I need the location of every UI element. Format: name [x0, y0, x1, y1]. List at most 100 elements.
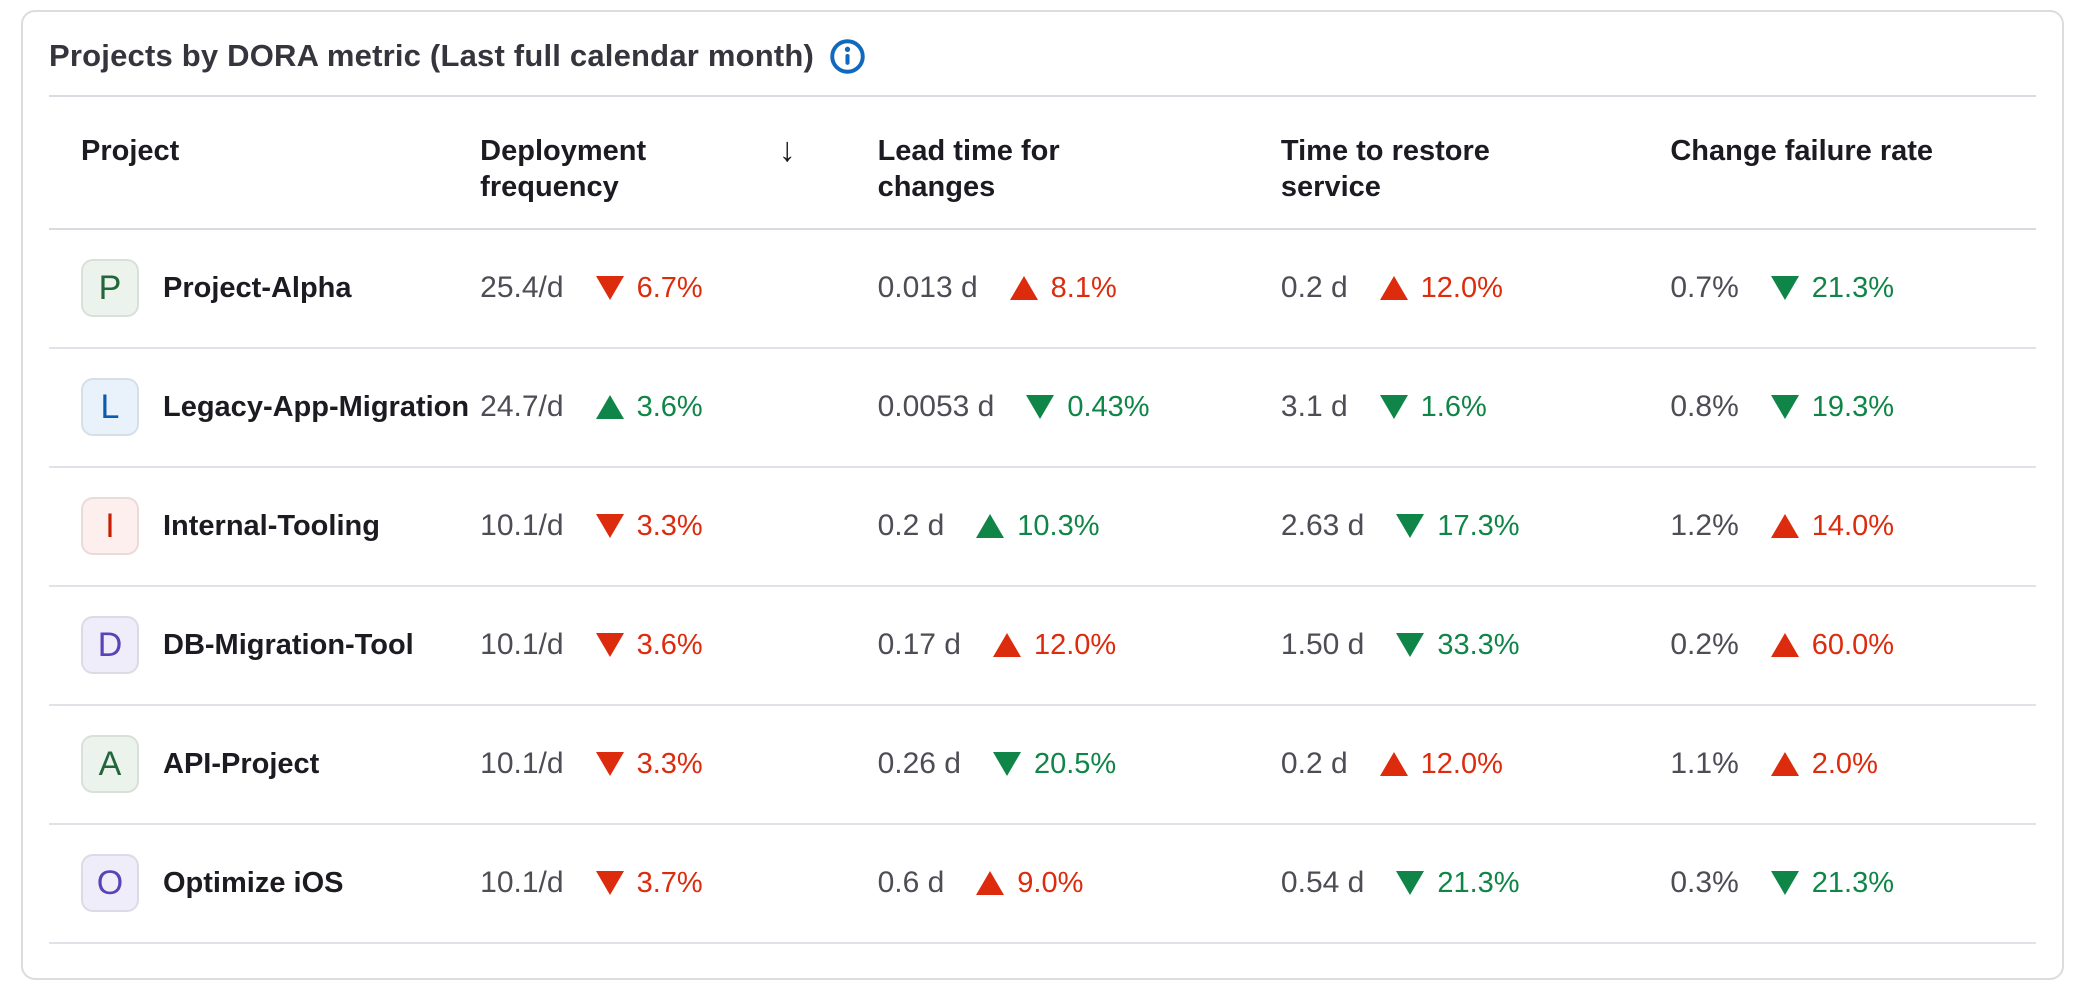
trend-triangle-icon	[976, 871, 1005, 895]
table-row: O Optimize iOS 10.1/d 3.7% 0.6 d	[49, 823, 2036, 944]
project-cell: A API-Project	[81, 735, 464, 793]
trend-indicator: 21.3%	[1396, 866, 1520, 900]
metric-value: 1.2%	[1670, 509, 1739, 542]
trend-triangle-icon	[595, 514, 624, 538]
trend-triangle-icon	[1396, 514, 1425, 538]
change-failure-rate-cell: 0.3% 21.3%	[1670, 866, 2020, 900]
dora-metrics-card: Projects by DORA metric (Last full calen…	[21, 10, 2064, 980]
metric-value: 24.7/d	[480, 390, 564, 423]
column-header-lead-time[interactable]: Lead time for changes	[877, 95, 1281, 230]
trend-delta: 3.3%	[636, 747, 703, 780]
table-row: I Internal-Tooling 10.1/d 3.3% 0.2 d	[49, 466, 2036, 587]
trend-delta: 3.6%	[636, 390, 703, 423]
trend-delta: 14.0%	[1811, 509, 1894, 542]
metric-value: 0.2 d	[1280, 747, 1348, 780]
metric-value: 10.1/d	[480, 747, 564, 780]
trend-indicator: 20.5%	[992, 748, 1116, 781]
trend-indicator: 60.0%	[1770, 628, 1894, 662]
metric-value: 2.63 d	[1280, 509, 1365, 542]
metric-value: 0.2 d	[877, 509, 945, 542]
project-name-link[interactable]: DB-Migration-Tool	[163, 628, 414, 661]
metric-value: 10.1/d	[480, 866, 564, 899]
trend-delta: 12.0%	[1033, 628, 1117, 661]
change-failure-rate-cell: 0.7% 21.3%	[1670, 271, 2020, 305]
trend-delta: 21.3%	[1437, 866, 1520, 899]
project-avatar: P	[81, 259, 139, 317]
trend-indicator: 3.3%	[595, 509, 703, 543]
metric-value: 0.8%	[1670, 390, 1739, 423]
metric-value: 0.2 d	[1280, 271, 1348, 304]
project-avatar: L	[81, 378, 139, 436]
trend-indicator: 21.3%	[1770, 867, 1894, 900]
trend-indicator: 33.3%	[1396, 628, 1520, 662]
trend-delta: 3.7%	[636, 866, 703, 899]
trend-delta: 3.6%	[636, 628, 703, 661]
trend-delta: 33.3%	[1437, 628, 1520, 661]
trend-indicator: 21.3%	[1770, 272, 1894, 305]
trend-triangle-icon	[595, 276, 624, 300]
column-header-project[interactable]: Project	[49, 95, 481, 230]
trend-triangle-icon	[595, 633, 624, 657]
card-title: Projects by DORA metric (Last full calen…	[49, 37, 815, 73]
arrow-down-icon[interactable]: ↓	[778, 131, 796, 169]
trend-indicator: 3.3%	[595, 747, 703, 781]
metric-value: 10.1/d	[480, 628, 564, 661]
lead-time-cell: 0.013 d 8.1%	[878, 271, 1265, 305]
project-name-link[interactable]: API-Project	[163, 747, 320, 780]
trend-triangle-icon	[992, 752, 1021, 776]
trend-indicator: 10.3%	[976, 510, 1100, 543]
trend-delta: 12.0%	[1420, 747, 1503, 780]
metric-value: 1.50 d	[1280, 628, 1365, 661]
trend-triangle-icon	[1770, 276, 1799, 300]
metric-value: 0.013 d	[877, 271, 978, 304]
change-failure-rate-cell: 0.2% 60.0%	[1670, 628, 2020, 662]
trend-indicator: 12.0%	[1379, 747, 1503, 781]
trend-delta: 60.0%	[1811, 628, 1894, 661]
info-circle-icon[interactable]	[829, 38, 866, 75]
metric-value: 1.1%	[1670, 747, 1739, 780]
trend-triangle-icon	[595, 752, 624, 776]
metric-value: 0.7%	[1670, 271, 1739, 304]
card-header: Projects by DORA metric (Last full calen…	[23, 12, 2062, 95]
table-row: A API-Project 10.1/d 3.3% 0.26 d	[49, 704, 2036, 825]
project-cell: L Legacy-App-Migration	[81, 378, 469, 436]
metric-value: 3.1 d	[1280, 390, 1348, 423]
project-avatar: O	[81, 854, 139, 912]
trend-indicator: 1.6%	[1379, 391, 1487, 424]
table-row: L Legacy-App-Migration 24.7/d 3.6% 0.005…	[49, 347, 2036, 468]
table-row: D DB-Migration-Tool 10.1/d 3.6% 0.17 d	[49, 585, 2036, 706]
column-header-time-to-restore[interactable]: Time to restore service	[1280, 95, 1671, 230]
time-to-restore-cell: 3.1 d 1.6%	[1281, 390, 1654, 424]
project-name-link[interactable]: Project-Alpha	[163, 271, 352, 304]
trend-triangle-icon	[976, 514, 1005, 538]
trend-triangle-icon	[1379, 395, 1408, 419]
metric-value: 0.6 d	[877, 866, 945, 899]
trend-delta: 8.1%	[1050, 271, 1117, 304]
column-header-deployment-frequency[interactable]: Deployment frequency ↓	[480, 95, 878, 230]
lead-time-cell: 0.26 d 20.5%	[878, 747, 1265, 781]
trend-delta: 19.3%	[1811, 390, 1894, 423]
trend-indicator: 12.0%	[1379, 272, 1503, 305]
lead-time-cell: 0.0053 d 0.43%	[878, 390, 1265, 424]
deployment-frequency-cell: 10.1/d 3.3%	[480, 509, 861, 543]
metric-value: 0.26 d	[877, 747, 961, 780]
project-name-link[interactable]: Legacy-App-Migration	[163, 390, 470, 423]
trend-indicator: 8.1%	[1009, 271, 1117, 305]
trend-triangle-icon	[595, 871, 624, 895]
project-name-link[interactable]: Optimize iOS	[163, 866, 344, 899]
trend-delta: 0.43%	[1067, 390, 1150, 423]
trend-delta: 2.0%	[1811, 747, 1878, 780]
column-header-change-failure-rate[interactable]: Change failure rate	[1670, 95, 2036, 230]
deployment-frequency-cell: 10.1/d 3.7%	[480, 866, 861, 900]
project-name-link[interactable]: Internal-Tooling	[163, 509, 380, 542]
trend-triangle-icon	[992, 633, 1021, 657]
lead-time-cell: 0.2 d 10.3%	[878, 509, 1265, 543]
trend-delta: 3.3%	[636, 509, 703, 542]
project-avatar: D	[81, 616, 139, 674]
metric-value: 10.1/d	[480, 509, 564, 542]
trend-triangle-icon	[1379, 752, 1408, 776]
change-failure-rate-cell: 1.2% 14.0%	[1670, 509, 2020, 543]
deployment-frequency-cell: 25.4/d 6.7%	[480, 271, 861, 305]
time-to-restore-cell: 0.54 d 21.3%	[1281, 866, 1654, 900]
change-failure-rate-cell: 0.8% 19.3%	[1670, 390, 2020, 424]
